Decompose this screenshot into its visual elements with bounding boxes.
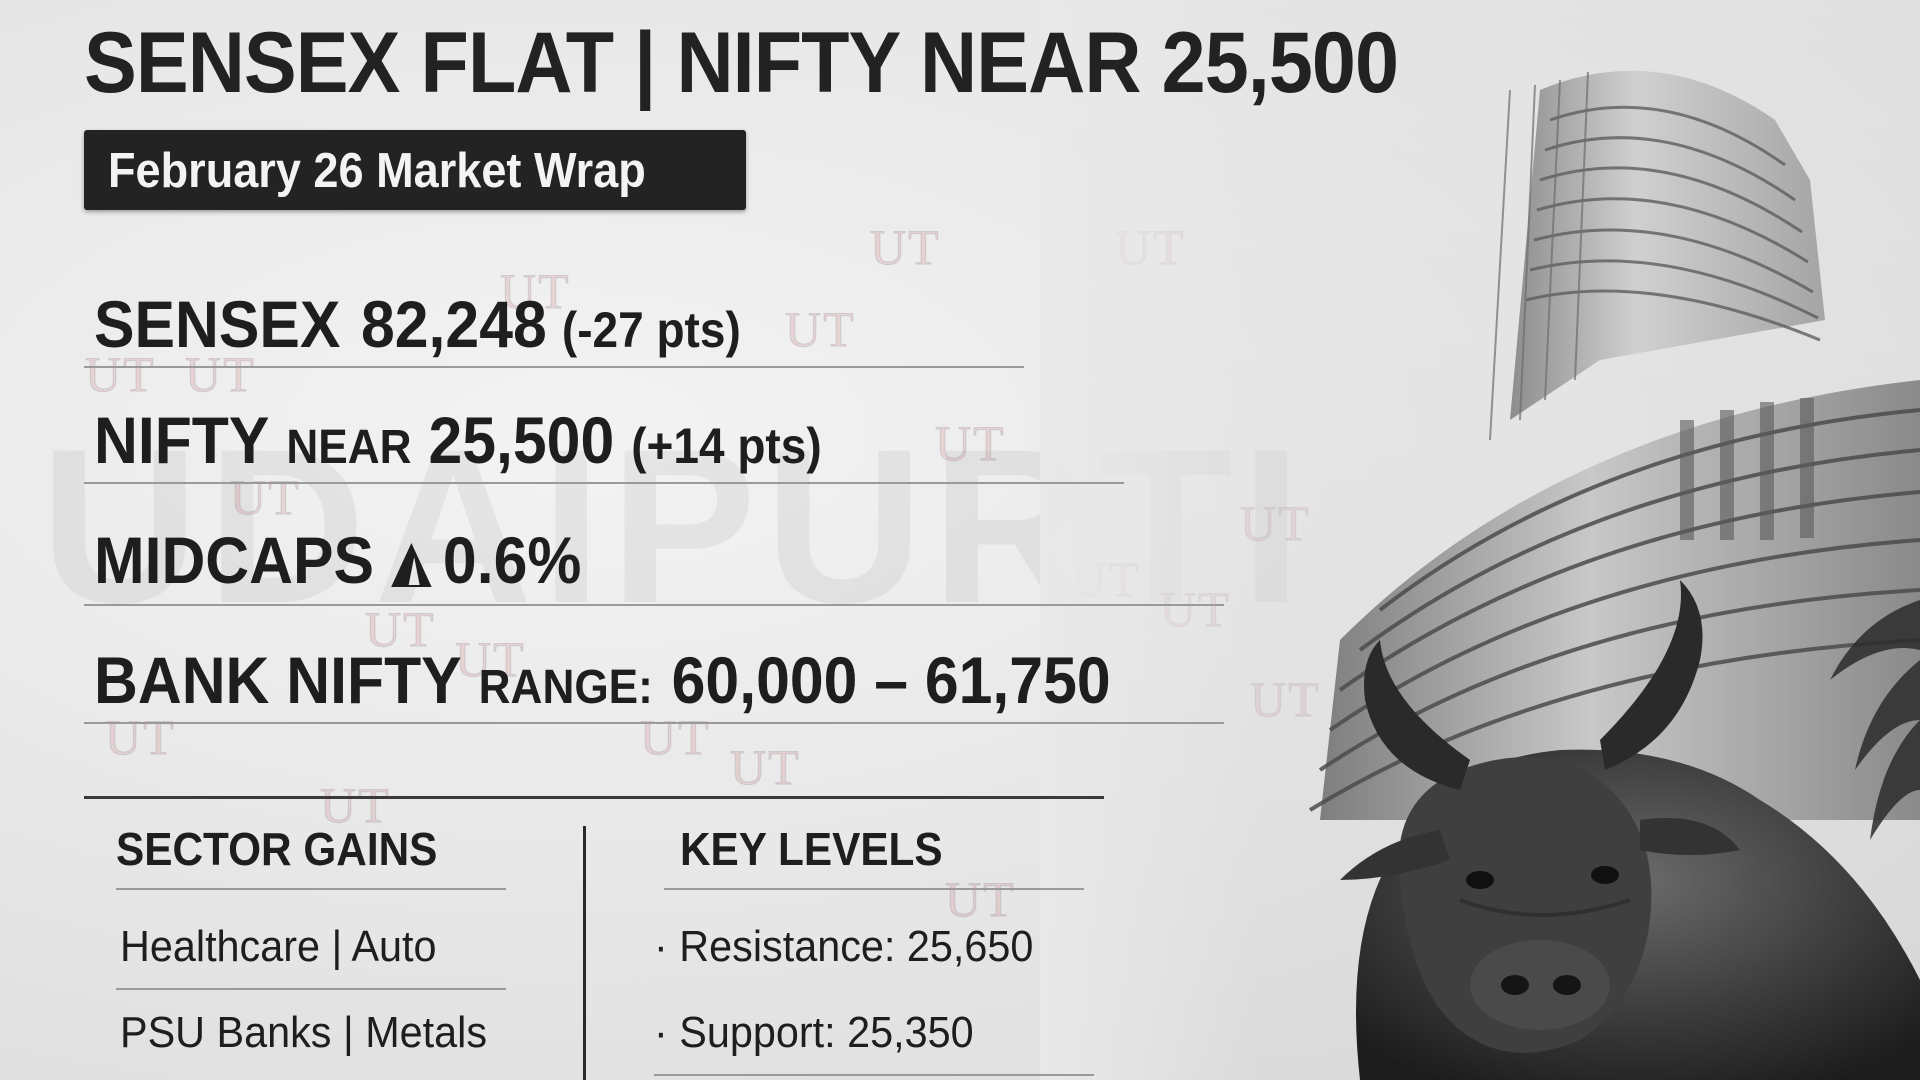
- watermark-logo: UT: [640, 709, 711, 766]
- watermark-logo: UT: [185, 346, 256, 403]
- stock-exchange-bull-photo: [1040, 0, 1920, 1080]
- bank-nifty-label: BANK NIFTY: [94, 643, 462, 717]
- key-levels-item: · Resistance: 25,650: [654, 922, 1034, 971]
- watermark-logo: UT: [365, 601, 436, 658]
- sensex-row: SENSEX 82,248 (-27 pts): [94, 286, 741, 362]
- watermark-logo: UT: [500, 263, 571, 320]
- divider: [116, 888, 506, 890]
- key-level-resistance: Resistance: 25,650: [679, 922, 1034, 971]
- sector-gains-title: SECTOR GAINS: [116, 823, 438, 875]
- watermark-logo: UT: [85, 346, 156, 403]
- date-tag: February 26 Market Wrap: [84, 130, 746, 210]
- watermark-logo: UT: [945, 871, 1016, 928]
- watermark-logo: UT: [230, 469, 301, 526]
- midcaps-row: MIDCAPS 0.6%: [94, 522, 581, 598]
- sensex-value: 82,248: [361, 287, 547, 361]
- divider: [654, 1074, 1094, 1076]
- watermark-logo: UT: [730, 739, 801, 796]
- section-divider: [84, 796, 1104, 799]
- watermark-logo: UT: [785, 301, 856, 358]
- bank-nifty-row: BANK NIFTY RANGE: 60,000 – 61,750: [94, 642, 1111, 718]
- midcaps-label: MIDCAPS: [94, 523, 375, 597]
- key-levels-title: KEY LEVELS: [680, 823, 943, 875]
- sensex-label: SENSEX: [94, 287, 341, 361]
- sensex-change: (-27 pts): [561, 302, 741, 358]
- nifty-change: (+14 pts): [631, 418, 822, 474]
- sector-gains-item: PSU Banks | Metals: [120, 1008, 488, 1057]
- divider: [84, 366, 1024, 368]
- watermark-logo: UT: [870, 219, 941, 276]
- nifty-label: NIFTY: [94, 403, 270, 477]
- divider: [84, 604, 1224, 606]
- watermark-logo: UT: [320, 777, 391, 834]
- nifty-value: 25,500: [428, 403, 615, 477]
- bank-nifty-qualifier: RANGE:: [478, 661, 653, 714]
- divider: [664, 888, 1084, 890]
- divider: [84, 482, 1124, 484]
- up-triangle-icon: [390, 543, 432, 587]
- date-tag-label: February 26 Market Wrap: [108, 144, 646, 198]
- nifty-row: NIFTY NEAR 25,500 (+14 pts): [94, 402, 822, 478]
- watermark-logo: UT: [105, 709, 176, 766]
- divider: [84, 722, 1224, 724]
- watermark-logo: UT: [935, 415, 1006, 472]
- watermark-logo: UT: [455, 631, 526, 688]
- headline: SENSEX FLAT | NIFTY NEAR 25,500: [84, 15, 1399, 111]
- key-levels-item: · Support: 25,350: [654, 1008, 974, 1057]
- column-divider: [583, 826, 586, 1080]
- key-level-support: Support: 25,350: [679, 1008, 974, 1057]
- sector-gains-item: Healthcare | Auto: [120, 922, 437, 971]
- midcaps-value: 0.6%: [442, 523, 582, 597]
- nifty-qualifier: NEAR: [286, 421, 412, 474]
- bank-nifty-value: 60,000 – 61,750: [671, 643, 1111, 717]
- divider: [116, 988, 506, 990]
